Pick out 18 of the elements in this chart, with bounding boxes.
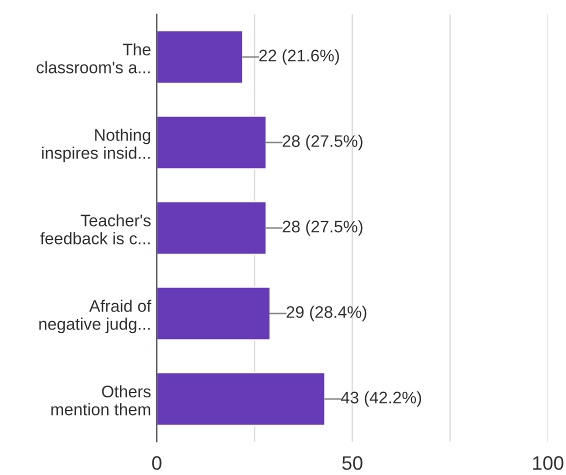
- bar: [156, 372, 326, 426]
- y-tick-label: The classroom's a...: [36, 43, 150, 74]
- bar: [156, 200, 267, 256]
- data-label: 28 (27.5%): [282, 134, 362, 150]
- x-tick-label: 0: [152, 456, 162, 470]
- data-label: 22 (21.6%): [259, 49, 339, 65]
- y-tick-label: Afraid of negative judg...: [39, 300, 152, 334]
- y-tick-label: Nothing inspires insid...: [42, 128, 150, 162]
- data-label: 29 (28.4%): [286, 306, 366, 322]
- x-tick-label: 100: [533, 456, 564, 470]
- data-label: 43 (42.2%): [340, 391, 422, 407]
- bar: [156, 115, 267, 170]
- x-tick-label: 50: [342, 456, 362, 470]
- bar: [156, 30, 244, 84]
- data-label: 28 (27.5%): [282, 220, 362, 236]
- y-tick-label: Teacher's feedback is c...: [40, 214, 151, 244]
- bar: [156, 286, 271, 341]
- y-tick-label: Others mention them: [51, 385, 151, 416]
